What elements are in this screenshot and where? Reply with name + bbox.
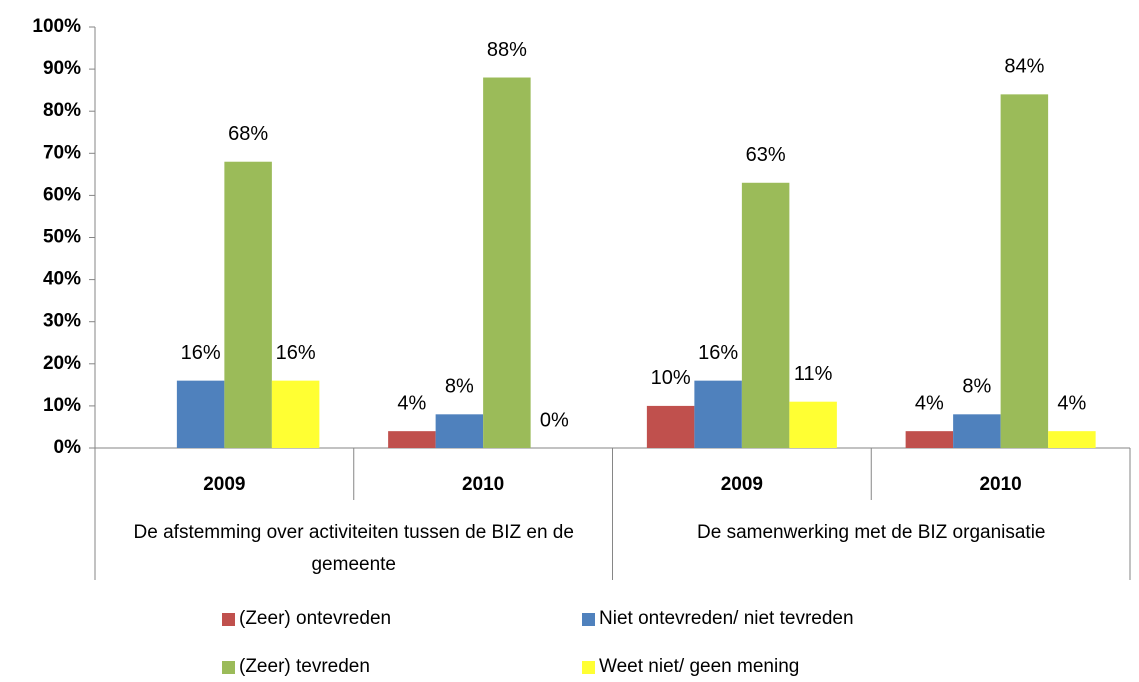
data-label: 10% <box>651 367 691 389</box>
data-label: 68% <box>228 123 268 145</box>
x-tick-label: 2009 <box>721 474 763 495</box>
category-group-label: De samenwerking met de BIZ organisatie <box>697 522 1046 543</box>
legend-label: Weet niet/ geen mening <box>599 656 799 677</box>
y-tick-label: 50% <box>43 227 81 248</box>
bar <box>1000 94 1049 449</box>
data-label: 8% <box>962 376 991 398</box>
bar <box>176 380 225 448</box>
bar <box>388 431 436 448</box>
data-label: 4% <box>1057 392 1086 414</box>
y-tick-label: 30% <box>43 311 81 332</box>
bar <box>646 405 695 448</box>
bar <box>224 161 272 448</box>
legend-label: (Zeer) ontevreden <box>239 608 391 629</box>
bar <box>789 401 837 448</box>
y-tick-label: 100% <box>32 16 81 37</box>
data-label: 11% <box>794 363 833 385</box>
legend-label: (Zeer) tevreden <box>239 656 370 677</box>
data-label: 84% <box>1004 56 1044 78</box>
legend-label: Niet ontevreden/ niet tevreden <box>599 608 854 629</box>
x-tick-label: 2010 <box>462 474 504 495</box>
data-label: 8% <box>445 376 474 398</box>
data-label: 16% <box>698 342 738 364</box>
data-label: 4% <box>397 392 426 414</box>
y-tick-label: 40% <box>43 269 81 290</box>
data-label: 0% <box>540 409 569 431</box>
x-tick-label: 2009 <box>203 474 245 495</box>
y-tick-label: 0% <box>54 437 82 458</box>
bar <box>694 380 742 448</box>
y-tick-label: 60% <box>43 184 81 205</box>
data-label: 16% <box>181 342 221 364</box>
data-label: 16% <box>276 342 316 364</box>
bar <box>435 414 484 448</box>
y-tick-label: 70% <box>43 142 81 163</box>
y-tick-label: 20% <box>43 353 81 374</box>
bar <box>953 414 1001 448</box>
legend-swatch <box>222 661 235 674</box>
bar <box>483 77 531 449</box>
data-label: 63% <box>746 144 786 166</box>
category-group-label: De afstemming over activiteiten tussen d… <box>133 522 574 575</box>
legend-swatch <box>582 661 595 674</box>
bar <box>1048 431 1096 448</box>
legend-swatch <box>582 613 595 626</box>
bar <box>905 431 954 448</box>
y-tick-label: 10% <box>43 395 81 416</box>
bar <box>271 380 320 448</box>
x-tick-label: 2010 <box>979 474 1021 495</box>
data-label: 88% <box>487 39 527 61</box>
bar <box>741 182 790 448</box>
legend-swatch <box>222 613 235 626</box>
y-tick-label: 90% <box>43 58 81 79</box>
y-tick-label: 80% <box>43 100 81 121</box>
data-label: 4% <box>915 392 944 414</box>
